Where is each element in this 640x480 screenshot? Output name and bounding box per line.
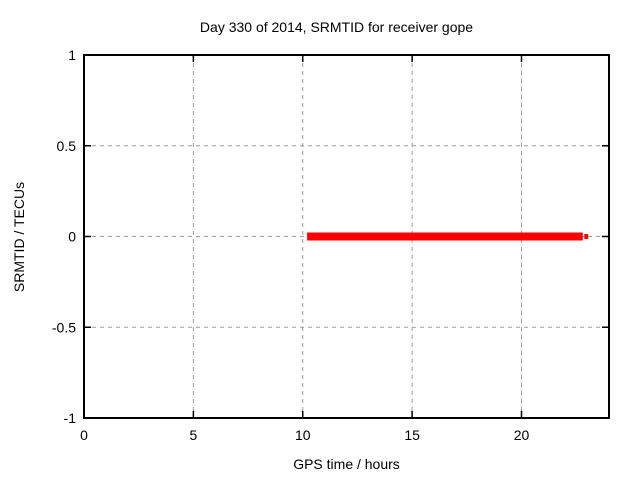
y-tick-label--0.5: -0.5 bbox=[52, 319, 76, 335]
x-tick-label-15: 15 bbox=[404, 427, 420, 443]
x-axis-label: GPS time / hours bbox=[293, 456, 400, 472]
chart-title: Day 330 of 2014, SRMTID for receiver gop… bbox=[199, 19, 474, 35]
x-tick-label-10: 10 bbox=[295, 427, 311, 443]
x-tick-label-5: 5 bbox=[189, 427, 197, 443]
x-tick-label-0: 0 bbox=[80, 427, 88, 443]
y-tick-label--1: -1 bbox=[64, 410, 77, 426]
y-tick-label-0.5: 0.5 bbox=[57, 138, 77, 154]
x-tick-label-20: 20 bbox=[514, 427, 530, 443]
y-tick-label-1: 1 bbox=[68, 47, 76, 63]
y-tick-label-0: 0 bbox=[68, 229, 76, 245]
